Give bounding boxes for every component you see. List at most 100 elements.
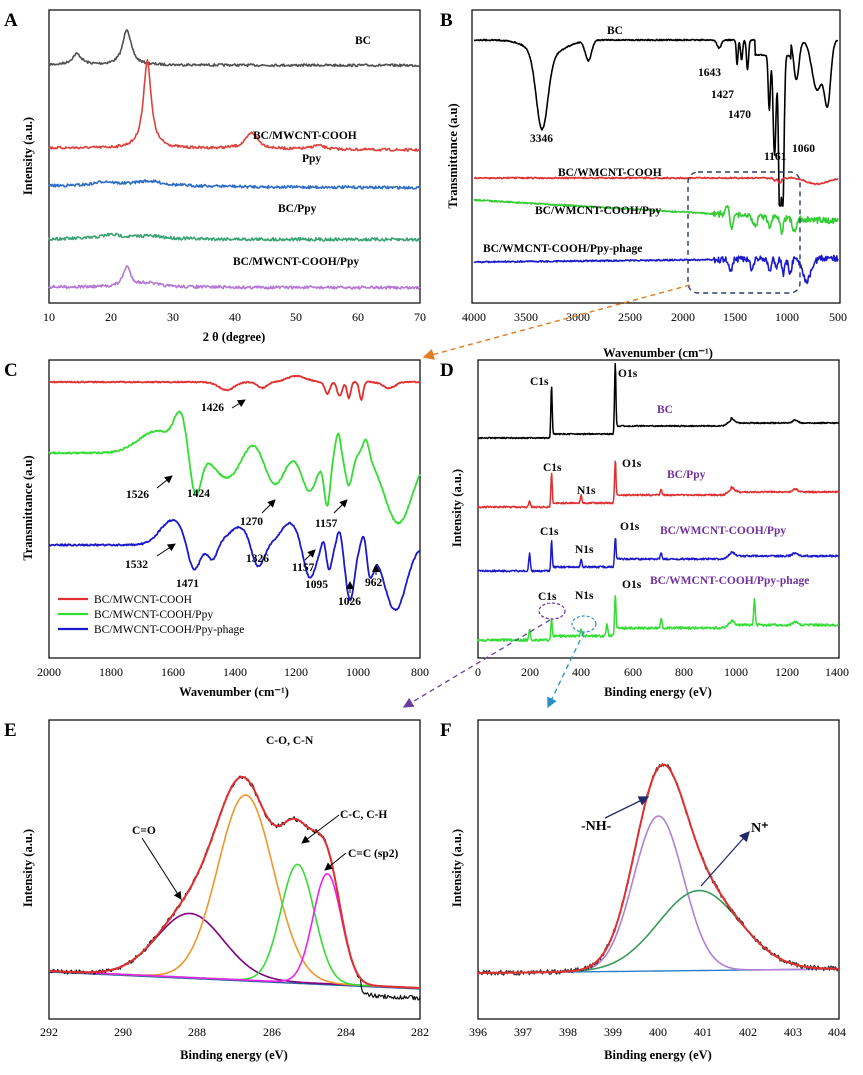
panel-f-frame — [477, 719, 840, 1020]
panel-e: E 292 290 288 286 284 282 Binding energy… — [4, 719, 429, 1062]
component-label: C=O — [132, 825, 156, 837]
peak-arrow — [261, 499, 276, 514]
label-bc-wmcnt: BC/WMCNT-COOH — [558, 167, 662, 179]
n1s-raw-line — [477, 763, 840, 976]
label-bc-wmcnt-ppy: BC/WMCNT-COOH/Ppy — [535, 205, 661, 217]
x-tick: 4000 — [462, 310, 486, 324]
peak-label: C1s — [538, 591, 557, 603]
x-tick: 1000 — [724, 665, 748, 679]
component-arrow — [604, 796, 650, 819]
component-label: N⁺ — [751, 821, 769, 836]
panel-a-ylabel: Intensity (a.u.) — [21, 117, 35, 195]
peak-label: 1026 — [338, 596, 361, 608]
component-arrow — [301, 814, 340, 844]
peak-label: 1095 — [305, 579, 328, 591]
x-tick: 286 — [263, 1025, 281, 1039]
x-tick: 3500 — [514, 310, 538, 324]
x-tick: 1200 — [284, 665, 308, 679]
x-tick: 1000 — [775, 310, 799, 324]
peak-label: 1426 — [201, 402, 224, 414]
x-tick: 200 — [521, 665, 539, 679]
panel-b-frame — [471, 9, 841, 304]
panel-f-x-ticks: 396 397 398 399 400 401 402 403 404 — [469, 1025, 846, 1039]
peak-label: 1532 — [125, 559, 148, 571]
ftir-series-line — [473, 176, 839, 186]
xps-survey-line — [477, 538, 840, 573]
peak-label: O1s — [620, 521, 640, 533]
peak-label: C1s — [540, 526, 559, 538]
series-label: BC/Ppy — [667, 469, 706, 481]
c1s-component-line — [49, 912, 421, 989]
peak-label: O1s — [618, 368, 638, 380]
component-label: -NH- — [581, 819, 612, 834]
x-tick: 2000 — [671, 310, 695, 324]
peak-arrow — [333, 499, 348, 514]
x-tick: 1000 — [346, 665, 370, 679]
peak-label: 962 — [365, 577, 383, 589]
peak-label: N1s — [575, 590, 594, 602]
panel-f-xlabel: Binding energy (eV) — [604, 1048, 712, 1062]
peak-arrow — [156, 475, 173, 489]
peak-label: N1s — [575, 544, 594, 556]
x-tick: 60 — [352, 310, 364, 324]
label-bc: BC — [607, 25, 623, 37]
peak-arrow — [156, 543, 176, 557]
panel-d: D 0 200 400 600 800 1000 1200 1400 Bindi… — [440, 359, 849, 699]
panel-e-xlabel: Binding energy (eV) — [180, 1048, 288, 1062]
panel-e-frame — [48, 719, 421, 1020]
legend-label: BC/MWCNT-COOH/Ppy-phage — [94, 624, 244, 636]
peak-label: 1424 — [187, 488, 210, 500]
x-tick: 404 — [828, 1025, 846, 1039]
panel-f-letter: F — [440, 720, 452, 741]
xrd-series-line — [48, 29, 421, 68]
ftir-zoom-line — [48, 518, 421, 612]
peak-label: N1s — [577, 485, 596, 497]
ftir-series-line — [473, 38, 839, 207]
xps-survey-line — [477, 362, 840, 440]
component-arrow — [141, 837, 182, 900]
ftir-zoom-line — [48, 410, 421, 525]
c1s-baseline — [48, 971, 421, 990]
label-bc-mwcnt: BC/MWCNT-COOH — [253, 130, 357, 142]
n1s-highlight — [571, 615, 597, 633]
series-label: BC/WMCNT-COOH/Ppy-phage — [650, 575, 809, 587]
peak-label: 1427 — [711, 89, 734, 101]
x-tick: 50 — [290, 310, 302, 324]
peak-label: 1526 — [126, 489, 149, 501]
n1s-component-line — [478, 815, 839, 974]
panel-f-ylabel: Intensity (a.u.) — [450, 829, 464, 907]
c1s-envelope-line — [49, 775, 421, 989]
x-tick: 1600 — [161, 665, 185, 679]
peak-label: O1s — [622, 579, 642, 591]
x-tick: 284 — [337, 1025, 355, 1039]
c1s-connector-arrow — [402, 619, 551, 708]
x-tick: 0 — [475, 665, 481, 679]
peak-label: 1643 — [698, 67, 721, 79]
component-arrow — [700, 831, 750, 887]
c1s-component-line — [48, 863, 421, 989]
ftir-series-line — [473, 254, 839, 285]
x-tick: 1500 — [723, 310, 747, 324]
label-bc-wmcnt-ppy-phage: BC/WMCNT-COOH/Ppy-phage — [483, 243, 642, 255]
panel-a-x-ticks: 10 20 30 40 50 60 70 — [43, 310, 426, 324]
label-bc-mwcnt-ppy: BC/MWCNT-COOH/Ppy — [233, 256, 359, 268]
x-tick: 400 — [572, 665, 590, 679]
x-tick: 1800 — [99, 665, 123, 679]
panel-c: C 2000 1800 1600 1400 1200 1000 800 Wave… — [4, 359, 429, 699]
panel-b-x-ticks: 4000 3500 3000 2500 2000 1500 1000 500 — [462, 310, 847, 324]
x-tick: 1400 — [223, 665, 247, 679]
xrd-series-line — [48, 179, 421, 190]
series-label: BC/WMCNT-COOH/Ppy — [660, 525, 786, 537]
x-tick: 396 — [469, 1025, 487, 1039]
x-tick: 402 — [739, 1025, 757, 1039]
xps-survey-line — [477, 460, 840, 509]
peak-label: 1326 — [246, 553, 269, 565]
component-label: C-O, C-N — [266, 735, 314, 747]
x-tick: 292 — [40, 1025, 58, 1039]
peak-label: C1s — [530, 376, 549, 388]
peak-arrow — [231, 399, 246, 409]
x-tick: 290 — [114, 1025, 132, 1039]
panel-c-x-ticks: 2000 1800 1600 1400 1200 1000 800 — [37, 665, 429, 679]
x-tick: 2000 — [37, 665, 61, 679]
